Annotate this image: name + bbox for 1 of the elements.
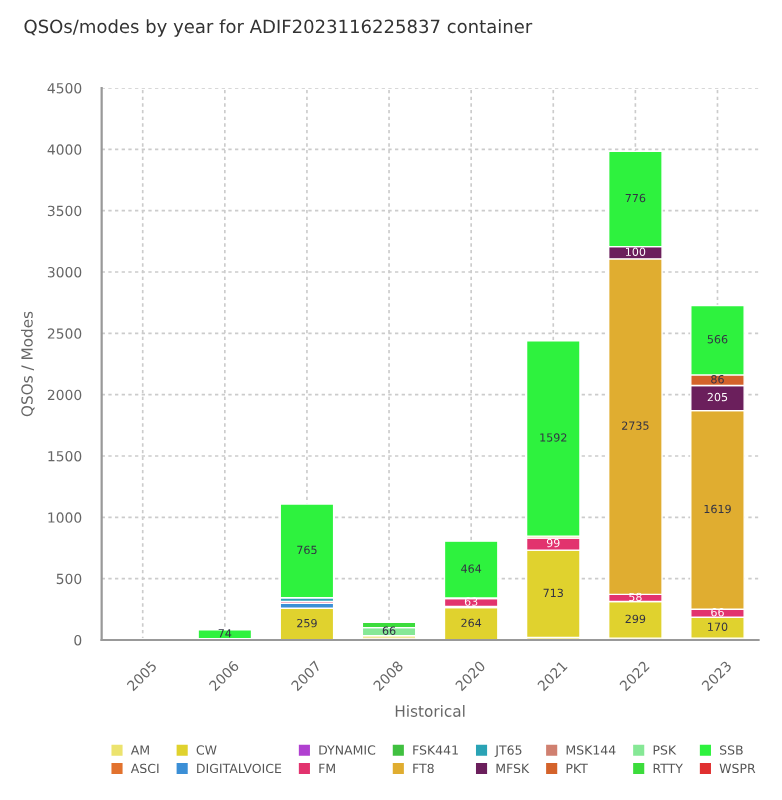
chart-title: QSOs/modes by year for ADIF2023116225837 container	[24, 19, 533, 37]
